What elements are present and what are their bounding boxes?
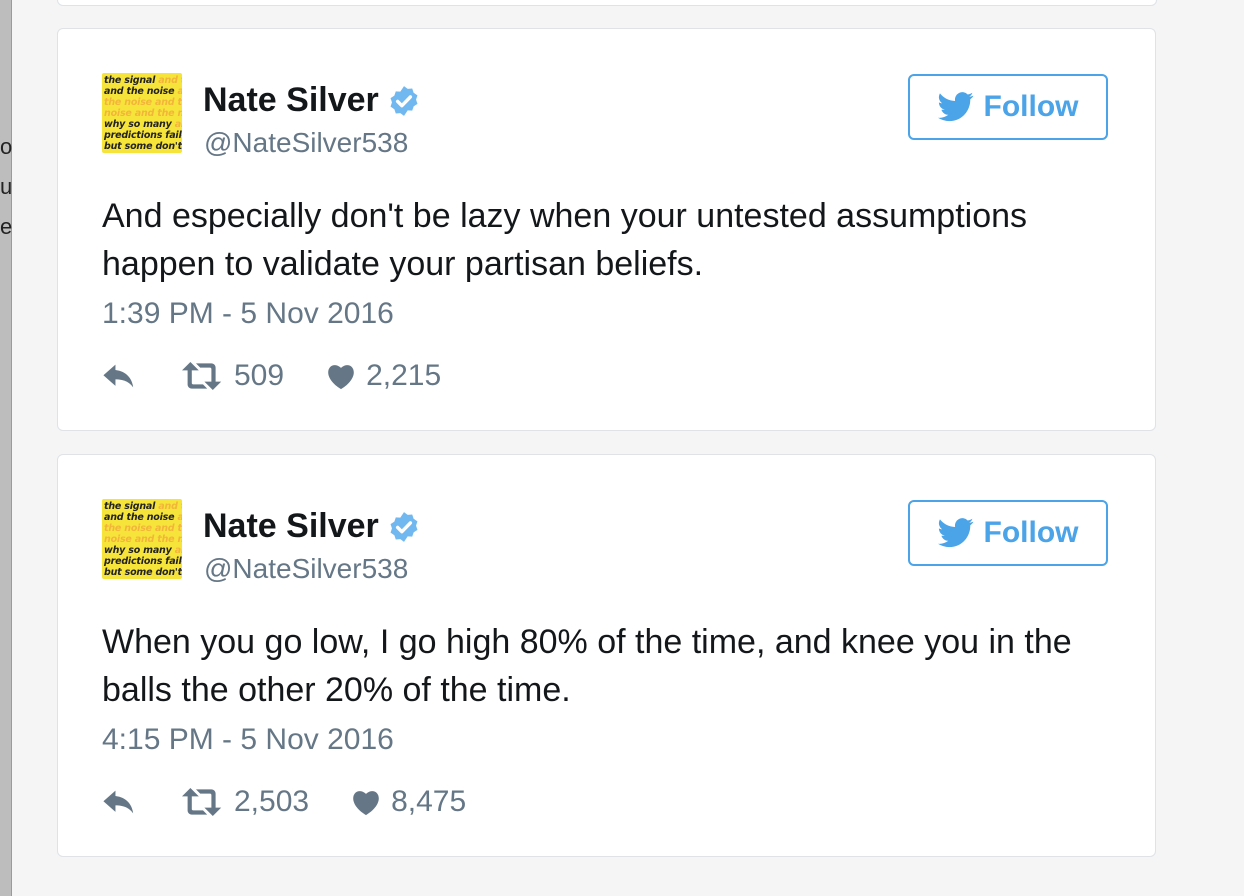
- reply-button[interactable]: [102, 361, 136, 391]
- reply-icon: [103, 790, 134, 814]
- avatar[interactable]: the signal and th and the noise an the n…: [102, 499, 182, 579]
- reply-icon: [103, 364, 134, 388]
- retweet-count: 509: [234, 359, 285, 392]
- tweet-actions: 2,503 8,475: [102, 785, 466, 819]
- heart-icon: [328, 365, 354, 390]
- tweet-actions: 509 2,215: [102, 359, 441, 393]
- twitter-bird-icon: [937, 92, 973, 122]
- author-row: Nate Silver: [203, 507, 421, 546]
- follow-label: Follow: [983, 516, 1079, 549]
- like-button[interactable]: 8,475: [351, 785, 466, 819]
- tweet-text: When you go low, I go high 80% of the ti…: [102, 623, 1072, 709]
- reply-button[interactable]: [102, 787, 136, 817]
- background-text-fragment: e: [0, 214, 13, 239]
- avatar[interactable]: the signal and th and the noise an the n…: [102, 73, 182, 153]
- author-row: Nate Silver: [203, 81, 421, 120]
- author-handle[interactable]: @NateSilver538: [204, 127, 409, 158]
- author-name[interactable]: Nate Silver: [203, 507, 379, 545]
- verified-badge-icon: [387, 510, 421, 544]
- author-name[interactable]: Nate Silver: [203, 81, 379, 119]
- author-handle[interactable]: @NateSilver538: [204, 553, 409, 584]
- retweet-button[interactable]: 509: [182, 359, 284, 393]
- twitter-bird-icon: [937, 518, 973, 548]
- heart-icon: [353, 791, 379, 816]
- follow-button[interactable]: Follow: [908, 74, 1108, 140]
- like-count: 8,475: [391, 785, 467, 818]
- retweet-count: 2,503: [234, 785, 310, 818]
- previous-tweet-card-edge: [57, 0, 1157, 6]
- tweet-text: And especially don't be lazy when your u…: [102, 197, 1028, 283]
- background-text-fragment: o: [0, 134, 13, 159]
- background-text-fragment: u: [0, 174, 13, 199]
- tweet-card: the signal and th and the noise an the n…: [57, 28, 1156, 431]
- verified-badge-icon: [387, 84, 421, 118]
- like-count: 2,215: [366, 359, 442, 392]
- follow-label: Follow: [983, 90, 1079, 123]
- background-window-edge: [0, 0, 12, 896]
- tweet-card: the signal and th and the noise an the n…: [57, 454, 1156, 857]
- retweet-icon: [182, 362, 222, 390]
- retweet-icon: [182, 788, 222, 816]
- retweet-button[interactable]: 2,503: [182, 785, 309, 819]
- like-button[interactable]: 2,215: [326, 359, 441, 393]
- tweet-timestamp[interactable]: 1:39 PM - 5 Nov 2016: [102, 297, 394, 330]
- follow-button[interactable]: Follow: [908, 500, 1108, 566]
- tweet-timestamp[interactable]: 4:15 PM - 5 Nov 2016: [102, 723, 394, 756]
